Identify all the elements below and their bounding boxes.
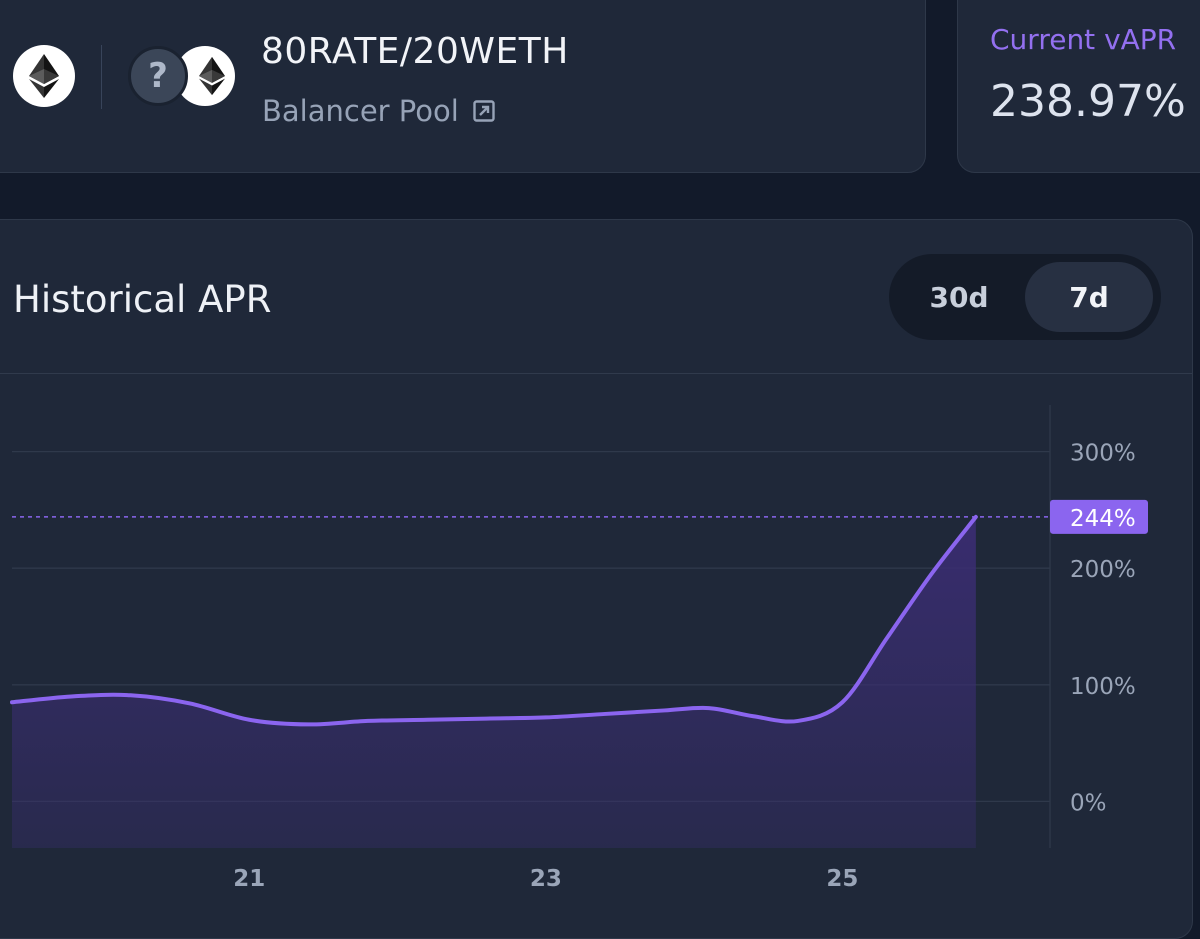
current-apr-value: 238.97% xyxy=(990,76,1186,127)
x-tick-label: 21 xyxy=(233,866,265,892)
header-divider xyxy=(101,45,102,109)
ethereum-icon xyxy=(13,45,75,107)
external-link-icon xyxy=(473,100,495,122)
current-apr-card: Current vAPR 238.97% xyxy=(957,0,1200,173)
apr-chart: 0% 100% 200% 300% 244% 21 23 25 xyxy=(10,405,1148,892)
y-tick-label: 300% xyxy=(1070,441,1136,467)
range-30d-button[interactable]: 30d xyxy=(929,280,989,314)
x-tick-label: 23 xyxy=(530,866,562,892)
y-tick-label: 100% xyxy=(1070,674,1136,700)
range-7d-button[interactable]: 7d xyxy=(1025,262,1153,332)
chart-divider xyxy=(0,373,1192,374)
pool-name: 80RATE/20WETH xyxy=(261,31,569,72)
pool-type-label: Balancer Pool xyxy=(262,94,459,128)
y-tick-label: 200% xyxy=(1070,557,1136,583)
pool-info-card: ? 80RATE/20WETH Balancer Pool xyxy=(0,0,926,173)
unknown-token-icon: ? xyxy=(128,46,188,106)
last-value-badge xyxy=(1050,499,1148,534)
current-apr-label: Current vAPR xyxy=(990,23,1177,56)
range-toggle: 30d 7d xyxy=(889,254,1161,340)
pool-type-link[interactable]: Balancer Pool xyxy=(262,94,495,128)
chart-title: Historical APR xyxy=(13,278,272,321)
apr-line xyxy=(10,514,978,727)
y-tick-label: 0% xyxy=(1070,790,1107,816)
apr-area xyxy=(12,516,976,848)
last-value-label: 244% xyxy=(1070,506,1136,532)
x-tick-label: 25 xyxy=(826,866,858,892)
